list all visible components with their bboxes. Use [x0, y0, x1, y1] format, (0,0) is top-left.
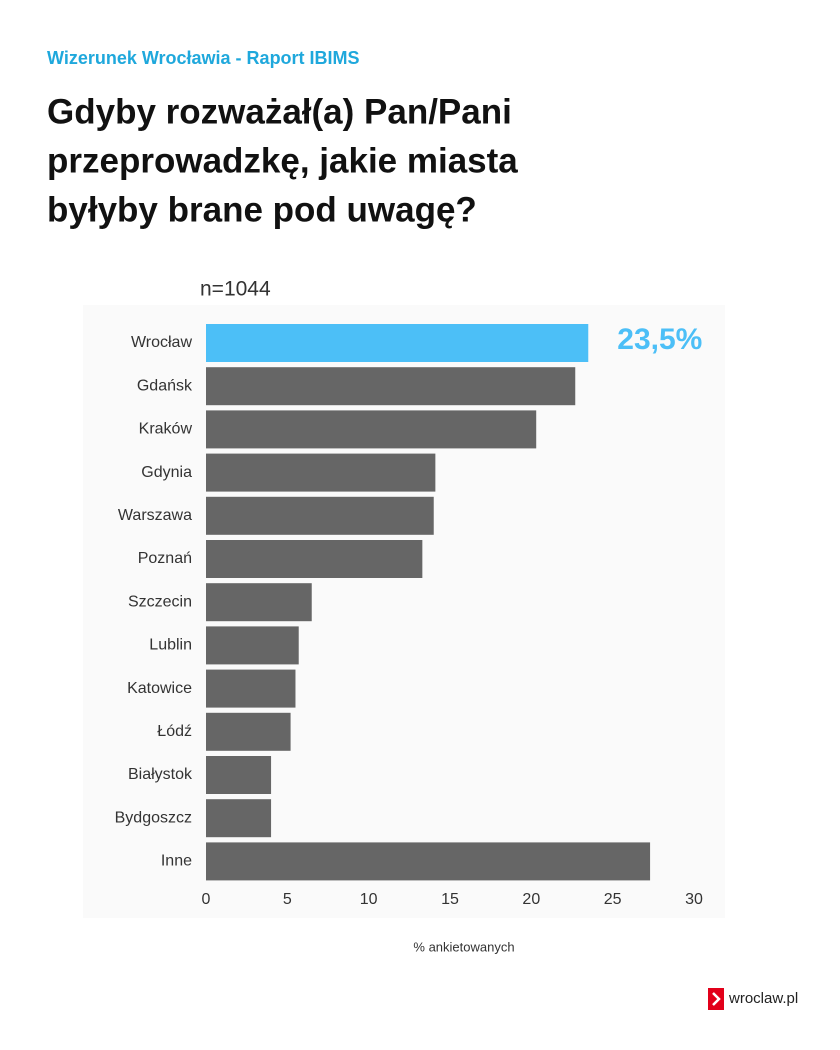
- y-tick-label: Szczecin: [128, 593, 192, 610]
- logo-text: wroclaw.pl: [728, 990, 798, 1007]
- x-tick-label: 25: [604, 891, 622, 908]
- bar: [206, 626, 299, 665]
- bar: [206, 453, 436, 492]
- bar: [206, 496, 434, 535]
- y-tick-label: Gdańsk: [137, 377, 193, 394]
- bar: [206, 540, 423, 578]
- subtitle: n=1044: [200, 278, 271, 301]
- y-tick-label: Gdynia: [141, 464, 192, 481]
- bar: [206, 669, 296, 708]
- plot-background: [83, 305, 725, 918]
- title-line: Gdyby rozważał(a) Pan/Pani: [47, 92, 512, 131]
- x-tick-label: 20: [522, 891, 540, 908]
- x-tick-label: 10: [360, 891, 378, 908]
- value-label: 23,5%: [617, 323, 702, 356]
- title-line: byłyby brane pod uwagę?: [47, 190, 477, 229]
- header: Wizerunek Wrocławia - Raport IBIMS: [47, 48, 360, 68]
- title-line: przeprowadzkę, jakie miasta: [47, 141, 518, 180]
- bar: [206, 842, 651, 881]
- y-tick-label: Wrocław: [131, 334, 192, 351]
- y-tick-label: Lublin: [149, 637, 192, 654]
- bar: [206, 410, 537, 449]
- y-tick-label: Kraków: [139, 421, 193, 438]
- bar: [206, 583, 312, 622]
- y-tick-label: Katowice: [127, 680, 192, 697]
- bar: [206, 756, 272, 794]
- y-tick-label: Białystok: [128, 766, 193, 783]
- bar: [206, 324, 589, 362]
- bar: [206, 799, 272, 838]
- y-tick-label: Poznań: [138, 550, 192, 567]
- x-tick-label: 15: [441, 891, 459, 908]
- y-tick-label: Łódź: [157, 723, 192, 740]
- bar: [206, 367, 576, 406]
- y-tick-label: Warszawa: [118, 507, 192, 524]
- y-tick-label: Inne: [161, 853, 192, 870]
- bar: [206, 712, 291, 751]
- logo-mark: [708, 988, 724, 1010]
- x-tick-label: 30: [685, 891, 703, 908]
- logo-chevron: [712, 992, 721, 1006]
- x-tick-label: 5: [283, 891, 292, 908]
- x-axis-label: % ankietowanych: [413, 939, 514, 954]
- x-tick-label: 0: [202, 891, 211, 908]
- y-tick-label: Bydgoszcz: [115, 809, 192, 826]
